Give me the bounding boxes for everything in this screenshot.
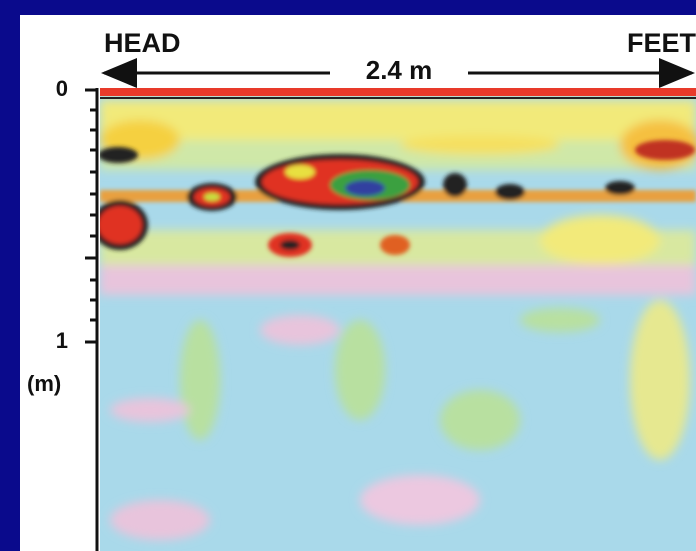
depth-tick-label: 0	[56, 76, 68, 101]
left-label: HEAD	[104, 28, 181, 58]
depth-unit: (m)	[27, 371, 61, 396]
depth-axis: 0 1 (m)	[27, 76, 99, 551]
depth-tick-label: 1	[56, 328, 68, 353]
radargram	[100, 88, 696, 551]
width-label: 2.4 m	[366, 55, 433, 85]
right-label: FEET	[627, 28, 696, 58]
